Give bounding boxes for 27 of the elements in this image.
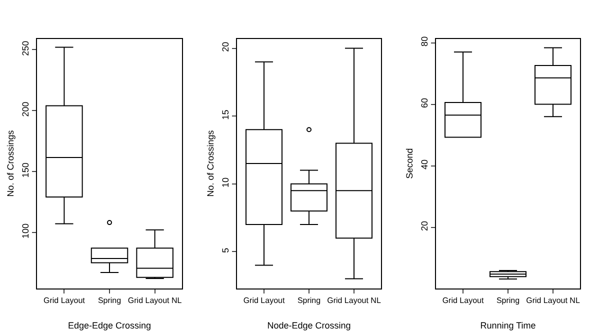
- x-axis-title: Edge-Edge Crossing: [68, 320, 152, 331]
- y-tick-label: 15: [220, 110, 230, 120]
- y-tick-label: 40: [419, 159, 430, 170]
- y-tick-label: 200: [20, 102, 30, 117]
- x-tick-label: Grid Layout NL: [327, 296, 382, 305]
- x-tick-label: Spring: [297, 296, 321, 305]
- x-axis-title: Running Time: [480, 320, 536, 331]
- y-tick-label: 20: [220, 42, 230, 52]
- y-tick-label: 5: [220, 248, 230, 253]
- x-tick-label: Spring: [98, 296, 122, 305]
- x-tick-label: Grid Layout: [44, 296, 86, 305]
- x-axis-title: Node-Edge Crossing: [267, 320, 351, 331]
- y-axis-title: Second: [404, 148, 415, 179]
- y-tick-label: 10: [220, 178, 230, 188]
- x-tick-label: Spring: [496, 296, 520, 305]
- x-tick-label: Grid Layout: [243, 296, 286, 305]
- x-tick-label: Grid Layout: [442, 296, 484, 305]
- y-tick-label: 150: [20, 162, 30, 178]
- y-axis-title: No. of Crossings: [6, 130, 16, 197]
- y-tick-label: 60: [419, 98, 430, 108]
- y-axis-title: No. of Crossings: [206, 130, 216, 197]
- x-tick-label: Grid Layout NL: [128, 296, 182, 305]
- y-tick-label: 20: [419, 221, 430, 232]
- y-tick-label: 100: [20, 223, 30, 238]
- x-tick-label: Grid Layout NL: [526, 296, 580, 305]
- y-tick-label: 250: [20, 40, 30, 56]
- y-tick-label: 80: [419, 36, 430, 46]
